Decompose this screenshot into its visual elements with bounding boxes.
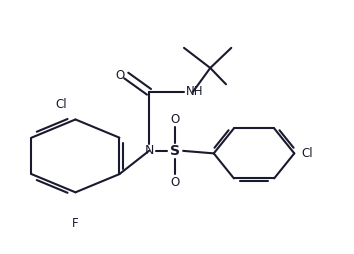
Text: Cl: Cl [301, 147, 313, 160]
Text: O: O [116, 69, 125, 82]
Text: NH: NH [186, 85, 204, 98]
Text: O: O [171, 113, 180, 126]
Text: O: O [171, 176, 180, 189]
Text: S: S [170, 144, 180, 158]
Text: F: F [72, 217, 79, 230]
Text: Cl: Cl [56, 98, 67, 111]
Text: N: N [144, 144, 154, 157]
